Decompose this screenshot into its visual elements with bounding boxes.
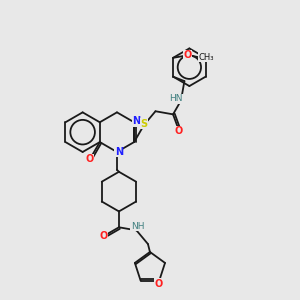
Text: N: N — [132, 116, 140, 126]
Text: O: O — [86, 154, 94, 164]
Text: CH₃: CH₃ — [199, 53, 214, 62]
Text: O: O — [99, 231, 107, 241]
Text: O: O — [184, 50, 192, 60]
Text: HN: HN — [169, 94, 183, 103]
Text: O: O — [174, 126, 183, 136]
Text: NH: NH — [131, 222, 144, 231]
Text: S: S — [140, 119, 148, 129]
Text: N: N — [115, 147, 123, 157]
Text: O: O — [154, 279, 162, 289]
